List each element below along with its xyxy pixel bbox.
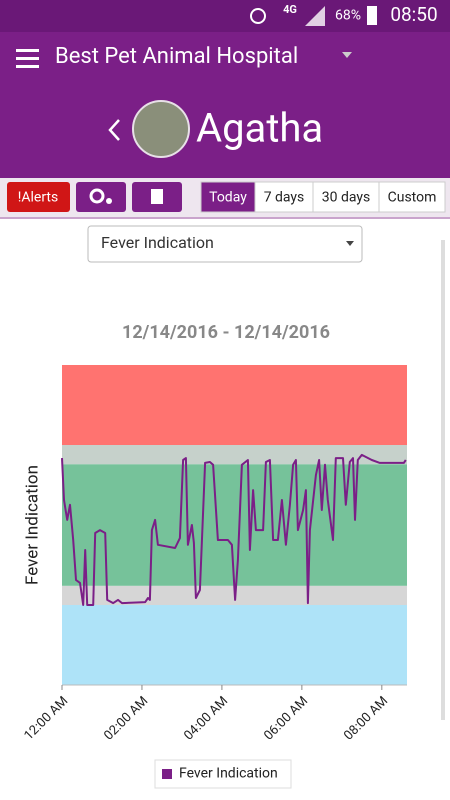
scrollbar [441, 240, 445, 720]
range-label: Custom [388, 190, 437, 206]
pet-avatar [132, 100, 190, 158]
metric-select[interactable] [87, 225, 363, 263]
network: 4G [283, 3, 297, 16]
header [0, 32, 450, 178]
threshold-band [62, 464, 407, 586]
menu-icon[interactable] [16, 49, 39, 68]
range-button[interactable] [312, 181, 380, 213]
gear-icon [89, 188, 105, 204]
status-bar [0, 0, 450, 32]
alerts-button[interactable] [7, 182, 70, 212]
alarm-icon [250, 8, 266, 24]
threshold-band [62, 445, 407, 465]
notes-icon [151, 189, 163, 204]
range-button[interactable] [378, 181, 446, 213]
range-button[interactable] [254, 181, 314, 213]
gear-icon-small [106, 198, 112, 204]
y-axis-label: Fever Indication [22, 465, 42, 585]
select-arrow [346, 241, 354, 246]
battery-icon [367, 6, 377, 25]
legend-box [154, 759, 292, 789]
legend-swatch [162, 769, 172, 779]
metric-select-label: Fever Indication [101, 233, 214, 252]
legend-label: Fever Indication [179, 766, 278, 782]
clock: 08:50 [390, 3, 437, 26]
range-label: Today [209, 190, 247, 206]
alerts-label: !Alerts [18, 190, 58, 206]
range-label: 30 days [322, 190, 370, 206]
signal-icon [305, 6, 325, 26]
series-line [61, 453, 407, 606]
back-button[interactable] [108, 119, 120, 141]
range-label: 7 days [264, 190, 305, 206]
hospital-name[interactable]: Best Pet Animal Hospital [55, 44, 298, 69]
settings-button[interactable] [76, 182, 126, 212]
threshold-band [62, 605, 407, 685]
pet-name: Agatha [196, 105, 323, 152]
hospital-dropdown[interactable] [342, 52, 352, 58]
chart-title: 12/14/2016 - 12/14/2016 [122, 322, 330, 343]
threshold-band [62, 365, 407, 445]
battery-percent: 68% [335, 8, 361, 24]
